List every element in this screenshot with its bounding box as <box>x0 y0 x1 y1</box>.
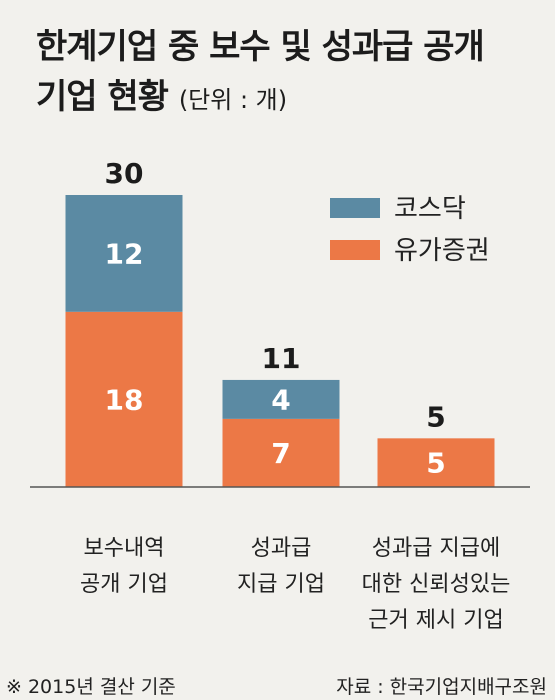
bar-segment-kosdaq-1 <box>65 195 183 312</box>
category-label: 보수내역 <box>84 536 165 561</box>
chart-title: 한계기업 중 보수 및 성과급 공개 기업 현황 (단위 : 개) <box>36 22 536 125</box>
legend-label: 유가증권 <box>394 236 490 266</box>
category-label: 근거 제시 기업 <box>368 608 503 633</box>
legend-label: 코스닥 <box>394 194 466 224</box>
legend-swatch <box>330 240 380 260</box>
title-unit: (단위 : 개) <box>178 86 288 114</box>
title-line-2-text: 기업 현황 <box>36 77 169 117</box>
bar-value-label: 7 <box>271 437 290 470</box>
bar-segment-kospi-3 <box>377 438 495 487</box>
bar-total-label: 11 <box>262 342 301 375</box>
category-label: 성과급 <box>251 536 312 561</box>
bars-group: 18 12 30 7 4 11 5 5 <box>65 157 495 487</box>
bar-value-label: 18 <box>105 383 144 416</box>
title-line-2: 기업 현황 (단위 : 개) <box>36 72 536 125</box>
bar-segment-kospi-1 <box>65 311 183 487</box>
bar-segment-kospi-2 <box>222 418 340 487</box>
footer-source: 자료 : 한국기업지배구조원 <box>336 676 547 698</box>
category-label: 성과급 지급에 <box>372 536 500 561</box>
bar-value-label: 4 <box>271 383 290 416</box>
bar-value-label: 5 <box>426 447 445 480</box>
bar-total-label: 5 <box>426 400 445 433</box>
bar-segment-kosdaq-2 <box>222 379 340 419</box>
title-line-1: 한계기업 중 보수 및 성과급 공개 <box>36 27 485 67</box>
category-label: 지급 기업 <box>237 572 325 597</box>
category-label: 대한 신뢰성있는 <box>362 572 511 597</box>
bar-total-label: 30 <box>105 157 144 190</box>
legend-swatch <box>330 198 380 218</box>
footer-note: ※ 2015년 결산 기준 <box>6 676 176 698</box>
category-label: 공개 기업 <box>80 572 168 597</box>
bar-value-label: 12 <box>105 237 144 270</box>
